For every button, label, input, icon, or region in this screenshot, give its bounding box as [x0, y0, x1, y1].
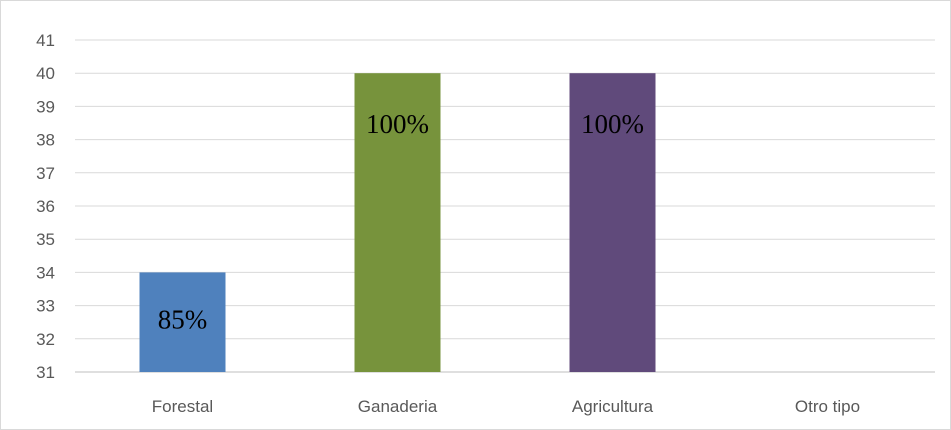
- y-tick-label: 37: [36, 164, 55, 183]
- x-category-label: Agricultura: [572, 397, 654, 416]
- y-tick-label: 41: [36, 31, 55, 50]
- data-label: 100%: [581, 109, 644, 139]
- y-tick-label: 35: [36, 230, 55, 249]
- bar: [139, 272, 226, 372]
- y-tick-label: 40: [36, 64, 55, 83]
- y-tick-label: 36: [36, 197, 55, 216]
- x-category-label: Forestal: [152, 397, 213, 416]
- bar: [354, 73, 441, 372]
- y-tick-label: 39: [36, 97, 55, 116]
- data-label: 85%: [158, 304, 208, 334]
- y-tick-label: 31: [36, 363, 55, 382]
- bar: [569, 73, 656, 372]
- data-label: 100%: [366, 109, 429, 139]
- y-tick-label: 32: [36, 330, 55, 349]
- x-category-label: Ganaderia: [358, 397, 438, 416]
- x-category-label: Otro tipo: [795, 397, 860, 416]
- y-tick-label: 33: [36, 297, 55, 316]
- y-tick-label: 38: [36, 131, 55, 150]
- y-tick-label: 34: [36, 263, 55, 282]
